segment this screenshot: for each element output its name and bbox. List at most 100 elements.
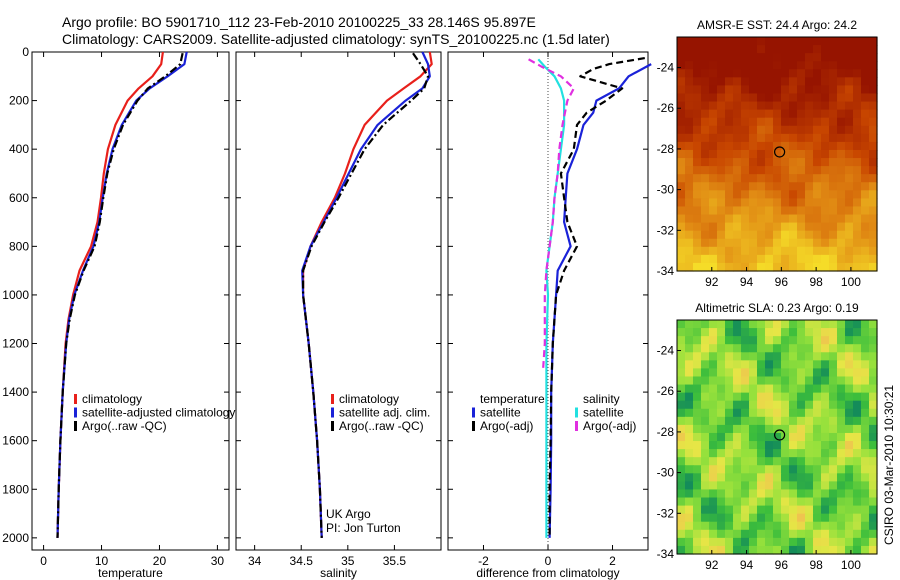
heatmap-cell <box>765 61 774 70</box>
heatmap-cell <box>829 505 838 515</box>
heatmap-cell <box>845 45 854 54</box>
heatmap-cell <box>733 432 742 442</box>
heatmap-cell <box>773 368 782 378</box>
heatmap-cell <box>845 497 854 507</box>
heatmap-cell <box>781 505 790 515</box>
heatmap-cell <box>797 53 806 62</box>
heatmap-cell <box>861 222 870 232</box>
heatmap-cell <box>749 254 758 264</box>
heatmap-cell <box>837 441 846 450</box>
heatmap-cell <box>701 45 710 54</box>
heatmap-cell <box>741 513 750 523</box>
heatmap-cell <box>845 238 854 248</box>
heatmap-cell <box>741 352 750 361</box>
heatmap-cell <box>693 432 702 442</box>
heatmap-cell <box>869 529 878 539</box>
heatmap-cell <box>869 85 878 95</box>
heatmap-cell <box>701 392 710 402</box>
heatmap-cell <box>749 344 758 353</box>
heatmap-cell <box>717 441 726 450</box>
heatmap-cell <box>749 449 758 458</box>
heatmap-cell <box>861 441 870 450</box>
map-y-tick-label: -32 <box>657 506 675 520</box>
heatmap-cell <box>837 457 846 466</box>
heatmap-cell <box>861 206 870 216</box>
heatmap-cell <box>805 45 814 54</box>
heatmap-cell <box>741 457 750 466</box>
heatmap-cell <box>733 222 742 232</box>
heatmap-cell <box>773 537 782 547</box>
heatmap-cell <box>845 61 854 70</box>
heatmap-cell <box>781 497 790 507</box>
heatmap-cell <box>733 537 742 547</box>
x-axis-label: temperature <box>98 566 163 580</box>
heatmap-cell <box>781 424 790 434</box>
heatmap-cell <box>845 230 854 240</box>
heatmap-cell <box>741 61 750 70</box>
heatmap-cell <box>765 125 774 135</box>
heatmap-cell <box>773 254 782 264</box>
heatmap-cell <box>701 424 710 434</box>
heatmap-cell <box>805 109 814 119</box>
heatmap-cell <box>861 376 870 386</box>
heatmap-cell <box>765 254 774 264</box>
heatmap-cell <box>725 53 734 62</box>
heatmap-cell <box>805 368 814 378</box>
heatmap-cell <box>693 254 702 264</box>
header-line2: Climatology: CARS2009. Satellite-adjuste… <box>62 31 610 47</box>
heatmap-cell <box>693 101 702 111</box>
heatmap-cell <box>837 117 846 127</box>
heatmap-cell <box>789 416 798 426</box>
heatmap-cell <box>749 117 758 127</box>
heatmap-cell <box>709 101 718 111</box>
heatmap-cell <box>805 360 814 370</box>
heatmap-cell <box>749 198 758 208</box>
heatmap-cell <box>733 400 742 410</box>
heatmap-cell <box>709 45 718 54</box>
heatmap-cell <box>749 376 758 386</box>
heatmap-cell <box>685 174 694 183</box>
heatmap-cell <box>861 262 870 272</box>
heatmap-cell <box>685 384 694 394</box>
heatmap-cell <box>821 416 830 426</box>
heatmap-cell <box>701 117 710 127</box>
heatmap-cell <box>733 45 742 54</box>
heatmap-cell <box>845 505 854 515</box>
heatmap-cell <box>869 497 878 507</box>
heatmap-cell <box>685 198 694 208</box>
heatmap-cell <box>821 141 830 151</box>
heatmap-cell <box>693 158 702 167</box>
y-tick-label: 1000 <box>2 288 29 302</box>
heatmap-cell <box>853 214 862 224</box>
heatmap-cell <box>733 513 742 523</box>
heatmap-cell <box>709 392 718 402</box>
heatmap-cell <box>773 376 782 386</box>
heatmap-cell <box>693 473 702 482</box>
heatmap-cell <box>797 198 806 208</box>
heatmap-cell <box>805 537 814 547</box>
heatmap-cell <box>797 246 806 256</box>
heatmap-cell <box>757 384 766 394</box>
heatmap-cell <box>805 392 814 402</box>
heatmap-cell <box>853 328 862 337</box>
heatmap-cell <box>677 262 686 272</box>
heatmap-cell <box>837 521 846 531</box>
heatmap-cell <box>789 481 798 491</box>
heatmap-cell <box>845 441 854 450</box>
heatmap-cell <box>821 465 830 474</box>
heatmap-cell <box>741 69 750 78</box>
heatmap-cell <box>765 133 774 143</box>
heatmap-cell <box>741 117 750 127</box>
heatmap-cell <box>797 222 806 232</box>
heatmap-cell <box>805 37 814 46</box>
heatmap-cell <box>717 149 726 159</box>
heatmap-cell <box>725 392 734 402</box>
heatmap-cell <box>757 230 766 240</box>
heatmap-cell <box>869 457 878 466</box>
heatmap-cell <box>813 449 822 458</box>
heatmap-cell <box>853 424 862 434</box>
heatmap-cell <box>677 481 686 491</box>
heatmap-cell <box>869 61 878 70</box>
heatmap-cell <box>677 117 686 127</box>
heatmap-cell <box>813 376 822 386</box>
